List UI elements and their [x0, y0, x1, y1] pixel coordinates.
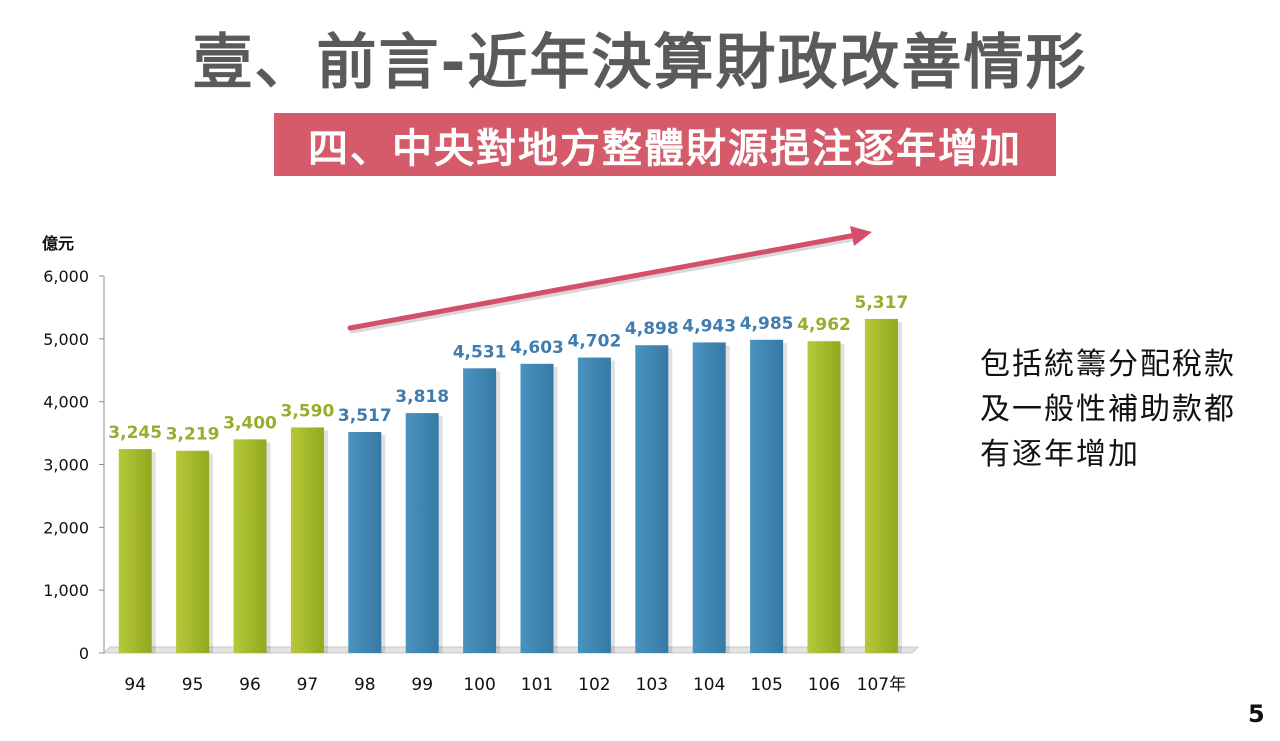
x-tick-label: 99: [411, 675, 433, 695]
bar-value-label: 3,517: [338, 406, 392, 426]
bar: [577, 357, 611, 653]
bar-value-label: 4,531: [453, 342, 507, 362]
side-note: 包括統籌分配稅款 及一般性補助款都 有逐年增加: [980, 342, 1270, 477]
x-tick-label: 97: [297, 675, 319, 695]
bar-value-label: 3,818: [395, 387, 449, 407]
plot-floor: [102, 646, 920, 654]
x-tick-label: 98: [354, 675, 376, 695]
plot-floor-plane: [102, 646, 920, 654]
y-axis-unit-label: 億元: [42, 234, 74, 253]
bar-value-label: 4,702: [568, 332, 622, 352]
bar: [750, 339, 784, 653]
bar-value-label: 3,219: [166, 425, 220, 445]
bar-value-label: 3,245: [108, 423, 162, 443]
x-axis: 94 95 96 97 98 99 100 101 102 103 104 105 106 107年: [124, 675, 906, 695]
bar: [807, 341, 841, 653]
bar: [233, 439, 267, 653]
bar: [864, 318, 898, 653]
slide-title: 壹、前言-近年決算財政改善情形: [192, 28, 1088, 98]
bar-value-label: 5,317: [855, 293, 909, 313]
x-tick-label: 95: [182, 675, 204, 695]
bar: [520, 363, 554, 653]
trend-arrow: [347, 226, 872, 334]
note-line: 包括統籌分配稅款: [980, 347, 1236, 382]
y-tick-label: 4,000: [43, 393, 89, 412]
bars: [118, 318, 902, 653]
note-line: 有逐年增加: [980, 437, 1140, 472]
x-tick-label: 107年: [857, 675, 906, 695]
subtitle-banner: 四、中央對地方整體財源挹注逐年增加: [274, 113, 1056, 176]
bar: [463, 368, 497, 653]
bar-value-label: 3,400: [223, 413, 277, 433]
bar-value-label: 4,898: [625, 319, 679, 339]
x-tick-label: 96: [239, 675, 261, 695]
x-tick-label: 101: [521, 675, 553, 695]
x-tick-label: 102: [578, 675, 610, 695]
bar: [118, 449, 152, 653]
bar-value-label: 4,943: [682, 316, 736, 336]
x-tick-label: 103: [636, 675, 668, 695]
trend-arrow-shaft: [347, 232, 859, 331]
x-tick-label: 106: [808, 675, 840, 695]
y-tick-label: 6,000: [43, 267, 89, 286]
y-tick-label: 1,000: [43, 581, 89, 600]
y-tick-label: 3,000: [43, 456, 89, 475]
x-tick-label: 100: [463, 675, 495, 695]
bar: [635, 345, 669, 653]
bar-value-label: 3,590: [281, 401, 335, 421]
trend-arrow-shadow: [349, 235, 861, 334]
bar-value-label: 4,985: [740, 314, 794, 334]
trend-arrow-head: [850, 226, 872, 246]
bar: [348, 432, 382, 653]
bar: [290, 427, 324, 653]
bar-value-label: 4,603: [510, 338, 564, 358]
note-line: 及一般性補助款都: [980, 392, 1236, 427]
y-tick-label: 0: [79, 644, 89, 663]
x-tick-label: 104: [693, 675, 725, 695]
x-tick-label: 94: [124, 675, 146, 695]
y-axis: 0 1,000 2,000 3,000 4,000 5,000 6,000: [43, 267, 105, 663]
y-tick-label: 5,000: [43, 330, 89, 349]
x-tick-label: 105: [750, 675, 782, 695]
subtitle-text: 四、中央對地方整體財源挹注逐年增加: [308, 125, 1022, 172]
page-number: 5: [1248, 700, 1265, 728]
bar-value-label: 4,962: [797, 315, 851, 335]
bar: [405, 413, 439, 653]
bar: [692, 342, 726, 653]
bar: [176, 450, 210, 653]
y-tick-label: 2,000: [43, 518, 89, 537]
